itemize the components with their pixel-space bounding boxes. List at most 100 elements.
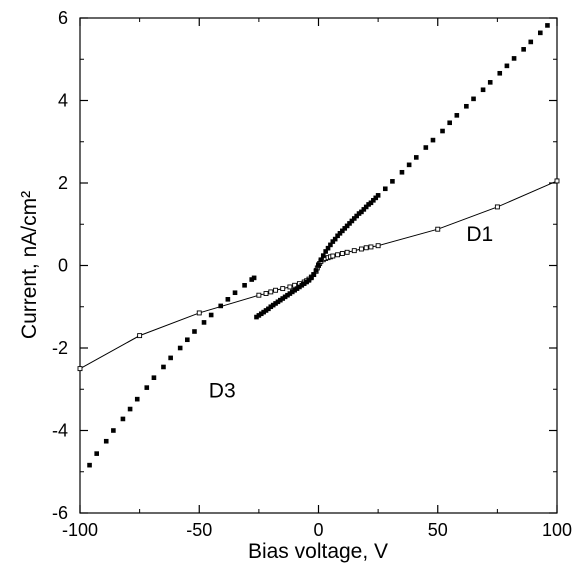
series-d3-point [363,204,369,210]
y-tick-label: 2 [58,173,68,193]
series-d3-point [371,198,376,203]
series-d1-point [292,282,298,288]
series-d3-point [511,56,517,61]
series-d3-point [151,375,157,381]
series-d3-point [347,221,352,226]
series-d3-point [440,128,445,134]
series-d3-point [330,239,336,244]
series-d3-point [177,345,183,351]
series-d3-point [309,275,314,281]
series-d3-point [232,290,238,296]
series-d3-point [454,113,460,118]
series-d3-point [111,428,116,433]
series-d1-point [280,286,286,292]
series-d3-point [218,303,224,309]
series-d3-point [311,272,317,277]
series-d3-point [349,218,355,224]
series-d1-line [79,180,558,370]
series-d3-point [480,87,486,93]
y-tick-label: -2 [52,338,68,358]
series-d3-point [399,169,405,175]
series-d3-point [423,145,429,150]
series-d3-point [382,186,388,192]
series-d3-point [120,416,126,422]
series-d1-point [554,178,560,184]
series-d1-point [363,245,369,251]
series-d3-point [464,103,469,109]
y-tick-label: -6 [52,503,68,523]
series-d3-point [340,228,345,234]
series-d3-point [318,257,324,263]
series-d3-point [325,245,331,251]
series-d1-point [494,204,500,210]
series-d3-point [127,406,133,412]
series-d3-point [103,438,109,444]
series-d1-point [358,246,364,252]
series-d3-point [359,209,364,215]
series-d3-point [144,385,150,390]
series-d3-point [225,297,231,302]
series-d3-point [335,233,340,239]
series-d1-point [375,243,381,249]
series-d3-point [208,312,214,318]
y-tick-label: 0 [58,256,68,276]
series-d3-point [201,320,207,325]
series-d1-point [77,366,83,372]
series-d3-point [413,155,419,160]
series-d3-point [134,396,140,402]
series-d3-point [528,39,534,45]
series-d1-point [263,291,269,296]
y-tick-label: -4 [52,421,68,441]
series-d3-point [504,63,510,69]
series-d1 [77,178,560,372]
series-d3-point [337,231,343,236]
series-d3-point [368,200,374,206]
series-d3-point [332,236,338,242]
series-d1-point [268,289,274,295]
x-tick-label: 100 [542,520,572,540]
series-d3-point [430,137,436,143]
series-d3-point [471,96,476,102]
annotation-d3: D3 [209,380,236,403]
y-tick-label: 6 [58,8,68,28]
series-d3-point [313,268,319,273]
series-d1-point [435,226,441,232]
x-tick-label: 0 [313,520,323,540]
series-d1-point [196,310,202,316]
series-d3-point [192,329,197,334]
series-d3-point [94,451,99,456]
series-d3-point [323,249,328,254]
series-d1-point [335,252,341,258]
annotation-d1: D1 [466,223,493,246]
series-d1-point [368,244,374,250]
series-d1-point [256,292,262,298]
series-d3-point [328,242,333,248]
series-d1-point [344,249,350,255]
series-d3-point [373,195,379,201]
series-d3-point [351,216,357,221]
series-d3-point [320,253,326,258]
series-d1-point [287,284,293,290]
y-axis-title: Current, nA/cm² [18,191,41,339]
tick-labels: -100 -50 0 50 100 -6 -4 -2 0 2 4 6 [52,8,572,540]
series-d3-point [344,223,350,229]
series-d3-point [316,262,321,267]
series-d1-point [137,333,143,339]
series-d1-point [330,253,336,259]
series-d3-point [306,278,312,283]
series-d3-point [185,337,190,343]
series-d3-point [342,226,348,231]
series-d3-point [406,162,412,168]
series-d3-point [487,80,493,85]
x-tick-label: -50 [186,520,212,540]
series-d3-point [497,70,503,76]
series-d1-point [351,248,357,254]
series-d3-point [545,23,550,28]
series-d3-point [161,364,166,370]
x-tick-label: -100 [62,520,98,540]
series-d3-point [242,282,247,288]
series-d3-point [390,179,395,184]
series-d3-point [87,462,92,468]
series-d3-point [538,30,543,36]
